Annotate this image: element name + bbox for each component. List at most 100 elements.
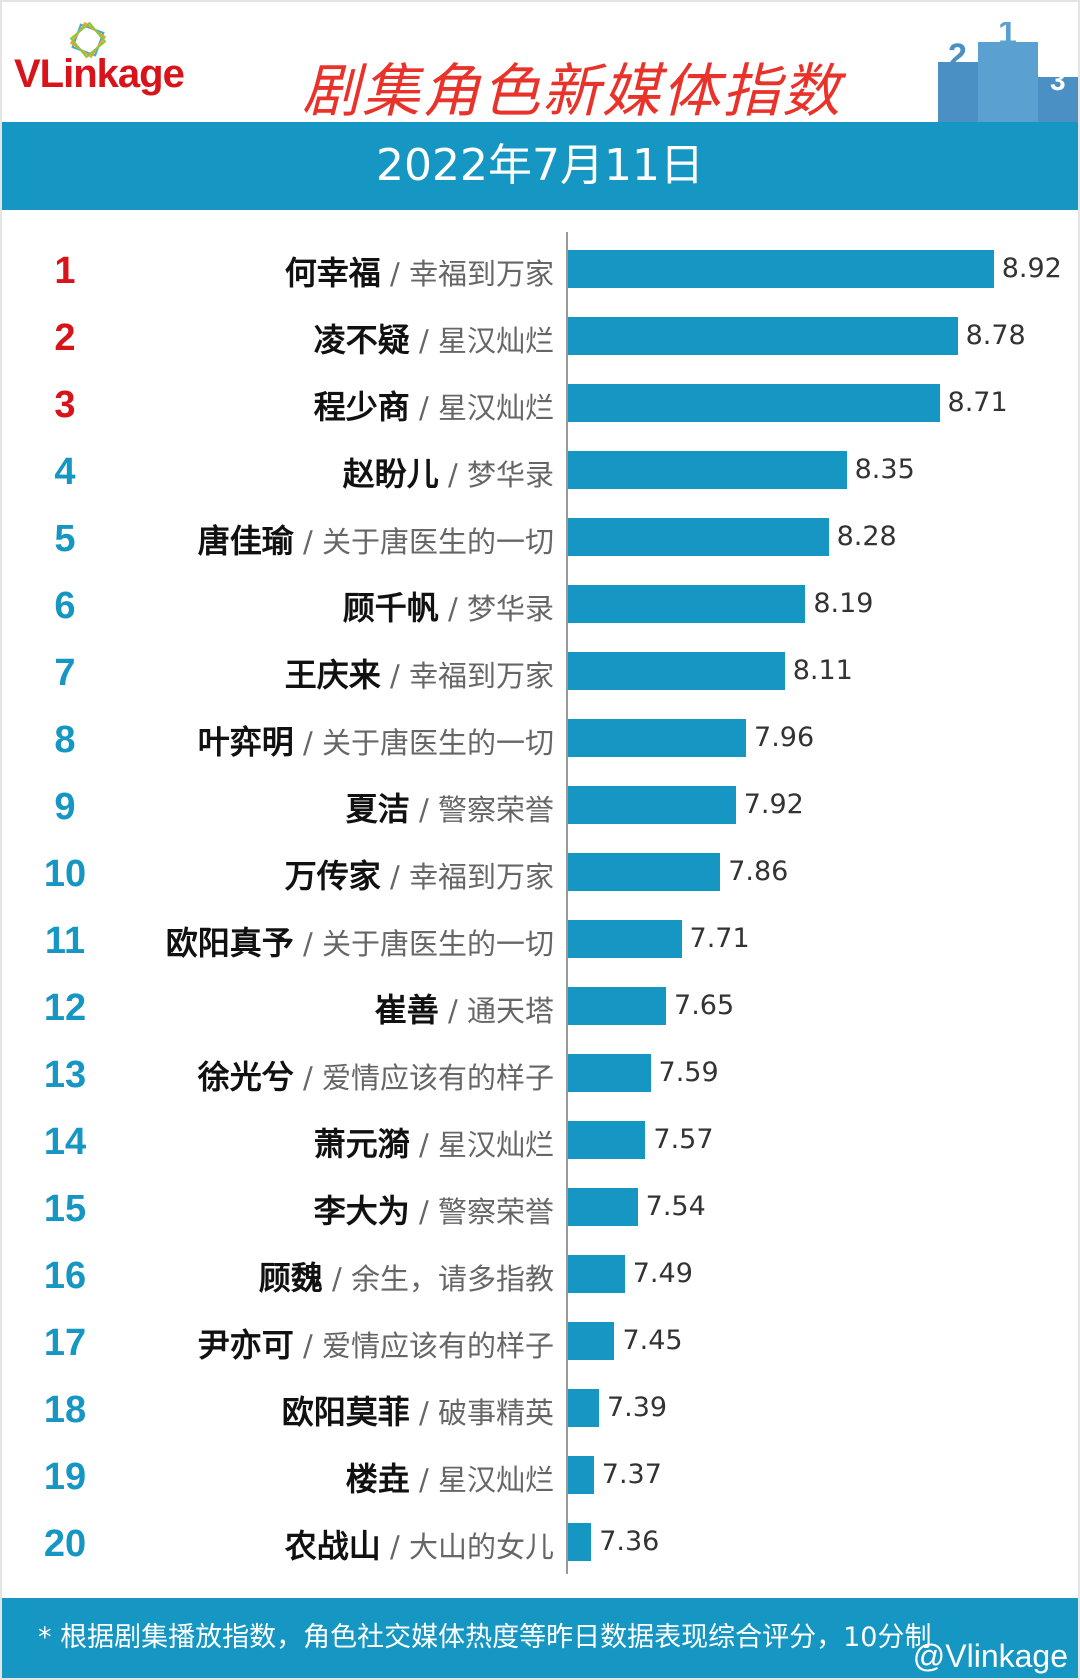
value-label: 7.96 — [754, 722, 815, 753]
bar — [568, 384, 940, 422]
watermark: @Vlinkage — [912, 1638, 1068, 1674]
character-name: 赵盼儿 — [342, 455, 439, 493]
value-label: 7.49 — [632, 1258, 693, 1289]
character-name: 徐光兮 — [197, 1058, 294, 1096]
character-name: 何幸福 — [284, 254, 381, 292]
show-name: 星汉灿烂 — [437, 1463, 554, 1497]
category-label: 顾魏 / 余生，请多指教 — [259, 1253, 554, 1299]
category-label: 尹亦可 / 爱情应该有的样子 — [198, 1320, 554, 1366]
category-label: 萧元漪 / 星汉灿烂 — [314, 1119, 554, 1165]
bar-row: 6 顾千帆 / 梦华录 8.19 — [2, 571, 1078, 638]
character-name: 尹亦可 — [197, 1326, 294, 1364]
value-label: 8.28 — [836, 521, 897, 552]
character-name: 唐佳瑜 — [197, 522, 294, 560]
separator: / — [322, 1262, 351, 1296]
show-name: 爱情应该有的样子 — [321, 1061, 554, 1095]
character-name: 顾千帆 — [342, 589, 439, 627]
rank-label: 4 — [54, 451, 76, 493]
separator: / — [438, 592, 467, 626]
category-label: 欧阳真予 / 关于唐医生的一切 — [166, 918, 554, 964]
category-label: 夏洁 / 警察荣誉 — [346, 784, 554, 830]
bar-row: 9 夏洁 / 警察荣誉 7.92 — [2, 772, 1078, 839]
category-label: 王庆来 / 幸福到万家 — [285, 650, 554, 696]
value-label: 8.92 — [1001, 253, 1062, 284]
bar-row: 13 徐光兮 / 爱情应该有的样子 7.59 — [2, 1040, 1078, 1107]
character-name: 万传家 — [284, 857, 381, 895]
separator: / — [409, 793, 438, 827]
separator: / — [293, 1329, 322, 1363]
logo: VLinkage — [14, 52, 185, 96]
rank-label: 6 — [54, 585, 76, 627]
category-label: 崔善 / 通天塔 — [375, 985, 554, 1031]
bar-row: 3 程少商 / 星汉灿烂 8.71 — [2, 370, 1078, 437]
rank-label: 12 — [43, 987, 87, 1029]
bar — [568, 1121, 646, 1159]
value-label: 7.59 — [658, 1057, 719, 1088]
show-name: 梦华录 — [466, 592, 554, 626]
show-name: 幸福到万家 — [408, 860, 554, 894]
value-label: 8.35 — [854, 454, 915, 485]
bar-row: 8 叶弈明 / 关于唐医生的一切 7.96 — [2, 705, 1078, 772]
rank-label: 11 — [44, 920, 86, 962]
bar-row: 18 欧阳莫菲 / 破事精英 7.39 — [2, 1375, 1078, 1442]
rank-label: 2 — [54, 317, 76, 359]
category-label: 万传家 / 幸福到万家 — [285, 851, 554, 897]
value-label: 8.19 — [813, 588, 874, 619]
category-label: 叶弈明 / 关于唐医生的一切 — [198, 717, 554, 763]
category-label: 欧阳莫菲 / 破事精英 — [282, 1387, 554, 1433]
svg-text:1: 1 — [998, 22, 1017, 52]
rank-label: 8 — [54, 719, 76, 761]
bar-row: 16 顾魏 / 余生，请多指教 7.49 — [2, 1241, 1078, 1308]
show-name: 梦华录 — [466, 458, 554, 492]
rank-label: 1 — [54, 250, 76, 292]
character-name: 程少商 — [313, 388, 410, 426]
separator: / — [409, 1396, 438, 1430]
value-label: 7.65 — [674, 990, 735, 1021]
show-name: 关于唐医生的一切 — [321, 726, 554, 760]
bar — [568, 451, 847, 489]
rank-label: 5 — [54, 518, 76, 560]
bar-row: 19 楼垚 / 星汉灿烂 7.37 — [2, 1442, 1078, 1509]
bar — [568, 652, 785, 690]
show-name: 通天塔 — [466, 994, 554, 1028]
character-name: 王庆来 — [284, 656, 381, 694]
logo-mark-icon — [69, 21, 107, 59]
bar — [568, 1456, 594, 1494]
rank-label: 19 — [43, 1456, 87, 1498]
bar-row: 20 农战山 / 大山的女儿 7.36 — [2, 1509, 1078, 1576]
character-name: 叶弈明 — [197, 723, 294, 761]
rank-label: 14 — [43, 1121, 87, 1163]
bar — [568, 853, 721, 891]
show-name: 破事精英 — [437, 1396, 554, 1430]
bar — [568, 585, 806, 623]
bar-row: 5 唐佳瑜 / 关于唐医生的一切 8.28 — [2, 504, 1078, 571]
character-name: 顾魏 — [258, 1259, 323, 1297]
bar — [568, 1054, 651, 1092]
bar-row: 2 凌不疑 / 星汉灿烂 8.78 — [2, 303, 1078, 370]
separator: / — [380, 860, 409, 894]
separator: / — [293, 1061, 322, 1095]
show-name: 星汉灿烂 — [437, 391, 554, 425]
category-label: 李大为 / 警察荣誉 — [314, 1186, 554, 1232]
character-name: 农战山 — [284, 1527, 381, 1565]
show-name: 余生，请多指教 — [350, 1262, 554, 1296]
show-name: 幸福到万家 — [408, 659, 554, 693]
y-axis-line — [566, 232, 568, 1574]
rank-label: 10 — [43, 853, 87, 895]
value-label: 8.71 — [947, 387, 1008, 418]
bar — [568, 920, 682, 958]
value-label: 8.78 — [965, 320, 1026, 351]
page-title: 剧集角色新媒体指数 — [302, 57, 843, 125]
bar-row: 15 李大为 / 警察荣誉 7.54 — [2, 1174, 1078, 1241]
rank-label: 18 — [43, 1389, 87, 1431]
character-name: 楼垚 — [345, 1460, 410, 1498]
bar — [568, 987, 667, 1025]
rank-label: 15 — [43, 1188, 87, 1230]
bar-row: 4 赵盼儿 / 梦华录 8.35 — [2, 437, 1078, 504]
footnote: * 根据剧集播放指数，角色社交媒体热度等昨日数据表现综合评分，10分制 — [2, 1598, 1078, 1678]
value-label: 8.11 — [792, 655, 853, 686]
value-label: 7.37 — [601, 1459, 662, 1490]
bar-row: 10 万传家 / 幸福到万家 7.86 — [2, 839, 1078, 906]
show-name: 关于唐医生的一切 — [321, 927, 554, 961]
